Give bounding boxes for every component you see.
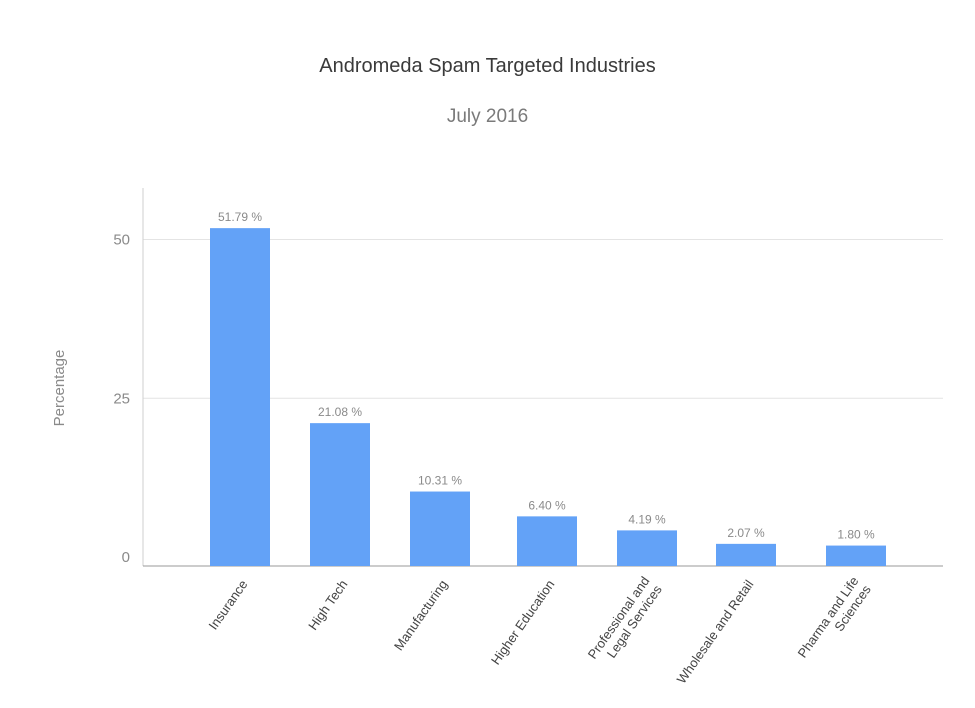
x-tick-label-line: Manufacturing bbox=[391, 577, 451, 653]
data-label: 51.79 % bbox=[218, 210, 262, 224]
data-label: 2.07 % bbox=[727, 526, 765, 540]
data-label: 21.08 % bbox=[318, 405, 362, 419]
y-tick-label: 0 bbox=[122, 549, 130, 566]
x-tick-label: Pharma and LifeSciences bbox=[795, 573, 875, 669]
x-tick-label-line: Wholesale and Retail bbox=[674, 577, 757, 686]
chart-title: Andromeda Spam Targeted Industries bbox=[319, 55, 656, 77]
bar bbox=[410, 491, 470, 566]
bar bbox=[826, 545, 886, 566]
bar bbox=[617, 530, 677, 566]
bar bbox=[716, 543, 776, 566]
x-tick-label: Manufacturing bbox=[391, 577, 451, 653]
bar bbox=[210, 228, 270, 567]
y-tick-label: 50 bbox=[113, 232, 130, 249]
x-tick-label-line: High Tech bbox=[305, 577, 350, 633]
x-tick-label: Higher Education bbox=[488, 577, 557, 667]
data-label: 6.40 % bbox=[528, 498, 566, 512]
x-tick-label: Wholesale and Retail bbox=[674, 577, 757, 686]
data-label: 1.80 % bbox=[837, 528, 875, 542]
y-axis-title: Percentage bbox=[51, 350, 68, 427]
data-label: 10.31 % bbox=[418, 474, 462, 488]
x-tick-label: Insurance bbox=[205, 577, 250, 632]
x-tick-label-line: Insurance bbox=[205, 577, 250, 632]
x-tick-label: Professional andLegal Services bbox=[585, 573, 665, 670]
chart-subtitle: July 2016 bbox=[446, 106, 529, 127]
y-tick-label: 25 bbox=[113, 390, 130, 407]
x-tick-label: High Tech bbox=[305, 577, 350, 633]
x-tick-label-line: Higher Education bbox=[488, 577, 557, 667]
data-label: 4.19 % bbox=[628, 512, 666, 526]
bar bbox=[517, 516, 577, 566]
bar bbox=[310, 423, 370, 566]
